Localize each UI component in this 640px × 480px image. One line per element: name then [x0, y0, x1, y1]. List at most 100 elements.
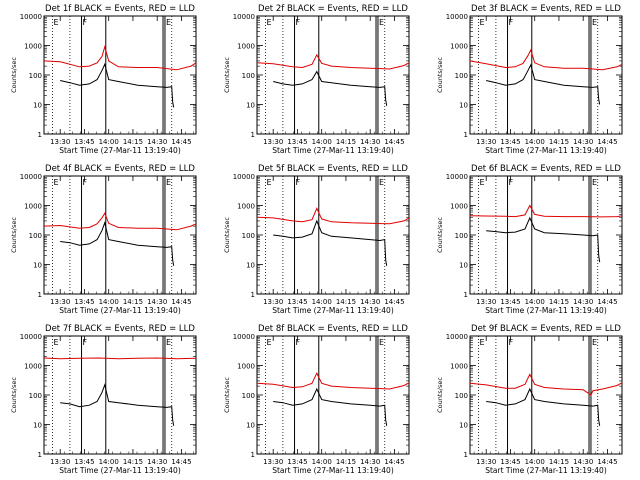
y-tick-label: 10000: [233, 173, 255, 181]
x-axis-label: Start Time (27-Mar-11 13:19:40): [59, 306, 181, 315]
x-tick-label: 13:45: [500, 458, 520, 466]
y-axis-label: Counts/sec: [10, 57, 18, 93]
x-tick-label: 13:45: [287, 138, 307, 146]
marker-label: E: [379, 338, 384, 347]
marker-label: F: [509, 18, 514, 27]
series-line-events: [273, 219, 388, 266]
series-line-events: [60, 383, 175, 426]
x-tick-label: 14:45: [171, 138, 191, 146]
marker-label: E: [479, 338, 484, 347]
y-tick-label: 10: [33, 262, 42, 270]
chart-title: Det 7f BLACK = Events, RED = LLD: [45, 324, 195, 334]
y-tick-label: 10: [246, 422, 255, 430]
marker-label: F: [83, 178, 88, 187]
series-line-lld: [469, 373, 623, 396]
x-axis-label: Start Time (27-Mar-11 13:19:40): [272, 466, 394, 475]
x-tick-label: 14:00: [312, 138, 332, 146]
x-tick-label: 14:15: [123, 298, 143, 306]
x-tick-label: 14:00: [525, 458, 545, 466]
x-tick-label: 14:45: [597, 138, 617, 146]
y-tick-label: 10: [459, 102, 468, 110]
x-tick-label: 13:45: [287, 458, 307, 466]
y-tick-label: 10000: [446, 13, 468, 21]
y-tick-label: 100: [29, 392, 42, 400]
y-tick-label: 1: [38, 291, 42, 299]
series-line-lld: [469, 204, 623, 218]
chart-title: Det 4f BLACK = Events, RED = LLD: [45, 164, 195, 174]
x-tick-label: 14:30: [147, 458, 167, 466]
y-tick-label: 10: [246, 262, 255, 270]
marker-label: E: [266, 338, 271, 347]
x-tick-label: 14:15: [549, 298, 569, 306]
chart-panel-2: Det 2f BLACK = Events, RED = LLD 1 10 100 10…: [223, 4, 410, 155]
series-line-events: [60, 62, 175, 108]
marker-label: E: [266, 18, 271, 27]
y-tick-label: 10: [459, 262, 468, 270]
x-tick-label: 14:30: [360, 458, 380, 466]
chart-panel-3: Det 3f BLACK = Events, RED = LLD 1 10 100 10…: [436, 4, 623, 155]
chart-panel-7: Det 7f BLACK = Events, RED = LLD 1 10 100 10…: [10, 324, 197, 475]
x-tick-label: 14:15: [123, 138, 143, 146]
y-tick-label: 1000: [237, 203, 255, 211]
y-tick-label: 10000: [446, 173, 468, 181]
y-axis-label: Counts/sec: [223, 217, 231, 253]
series-line-lld: [43, 44, 197, 71]
x-tick-label: 14:30: [147, 138, 167, 146]
chart-panel-5: Det 5f BLACK = Events, RED = LLD 1 10 100 10…: [223, 164, 410, 315]
y-tick-label: 1: [38, 131, 42, 139]
marker-label: E: [266, 178, 271, 187]
x-axis-label: Start Time (27-Mar-11 13:19:40): [59, 146, 181, 155]
y-tick-label: 10000: [233, 333, 255, 341]
x-tick-label: 14:15: [123, 458, 143, 466]
marker-label: E: [479, 18, 484, 27]
plot-frame: [256, 335, 410, 455]
y-axis-label: Counts/sec: [436, 377, 444, 413]
x-axis-label: Start Time (27-Mar-11 13:19:40): [59, 466, 181, 475]
x-tick-label: 14:00: [525, 138, 545, 146]
y-tick-label: 10: [459, 422, 468, 430]
chart-title: Det 8f BLACK = Events, RED = LLD: [258, 324, 408, 334]
x-tick-label: 13:45: [74, 458, 94, 466]
marker-label: E: [592, 178, 597, 187]
x-tick-label: 13:30: [50, 138, 70, 146]
y-tick-label: 1000: [24, 363, 42, 371]
y-tick-label: 100: [455, 72, 468, 80]
marker-label: E: [379, 18, 384, 27]
y-tick-label: 1: [464, 291, 468, 299]
y-tick-label: 1: [251, 451, 255, 459]
y-tick-label: 10: [33, 102, 42, 110]
plot-frame: [469, 335, 623, 455]
x-tick-label: 14:45: [384, 458, 404, 466]
x-tick-label: 14:00: [312, 458, 332, 466]
x-tick-label: 14:45: [171, 298, 191, 306]
y-tick-label: 10000: [20, 173, 42, 181]
x-axis-label: Start Time (27-Mar-11 13:19:40): [272, 146, 394, 155]
x-tick-label: 13:45: [74, 298, 94, 306]
y-tick-label: 1: [464, 131, 468, 139]
y-tick-label: 1000: [450, 363, 468, 371]
x-tick-label: 14:00: [99, 138, 119, 146]
marker-label: E: [379, 178, 384, 187]
marker-label: E: [166, 178, 171, 187]
x-tick-label: 14:00: [99, 458, 119, 466]
x-tick-label: 14:30: [573, 458, 593, 466]
x-tick-label: 14:00: [312, 298, 332, 306]
x-tick-label: 14:30: [360, 138, 380, 146]
x-tick-label: 14:00: [525, 298, 545, 306]
x-tick-label: 14:30: [573, 138, 593, 146]
y-tick-label: 10000: [20, 13, 42, 21]
plot-frame: [256, 175, 410, 295]
y-tick-label: 100: [29, 72, 42, 80]
marker-label: F: [509, 178, 514, 187]
chart-panel-8: Det 8f BLACK = Events, RED = LLD 1 10 100 10…: [223, 324, 410, 475]
chart-panel-6: Det 6f BLACK = Events, RED = LLD 1 10 100 10…: [436, 164, 623, 315]
x-axis-label: Start Time (27-Mar-11 13:19:40): [485, 146, 607, 155]
y-tick-label: 10: [33, 422, 42, 430]
y-tick-label: 1000: [450, 203, 468, 211]
y-tick-label: 10000: [233, 13, 255, 21]
y-tick-label: 100: [242, 72, 255, 80]
x-tick-label: 13:30: [263, 138, 283, 146]
chart-title: Det 2f BLACK = Events, RED = LLD: [258, 4, 408, 14]
y-tick-label: 1000: [237, 363, 255, 371]
y-tick-label: 1: [38, 451, 42, 459]
